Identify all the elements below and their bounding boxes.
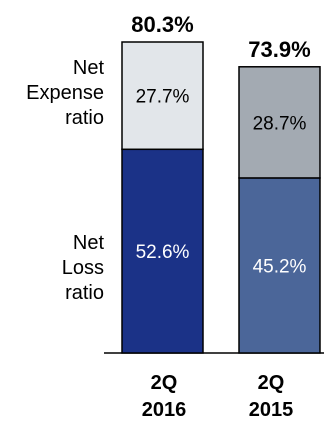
category-label-line: 2Q <box>257 372 285 394</box>
category-label-line: 2016 <box>141 399 187 421</box>
data-label-net-expense-ratio-2q-2016: 27.7% <box>136 87 190 108</box>
bar-segment-net-loss-ratio-2q-2015 <box>238 177 321 354</box>
category-label-line: 2015 <box>248 399 294 421</box>
category-label-2q-2016: 2Q 2016 <box>119 370 209 424</box>
series-label-line: Expense <box>26 82 104 104</box>
category-label-2q-2015: 2Q 2015 <box>226 370 316 424</box>
data-label-net-loss-ratio-2q-2015: 45.2% <box>253 256 307 277</box>
category-label-line: 2Q <box>150 372 178 394</box>
data-label-net-loss-ratio-2q-2016: 52.6% <box>136 242 190 263</box>
bar-segment-net-expense-ratio-2q-2016 <box>121 41 204 151</box>
series-label-line: ratio <box>65 282 104 304</box>
total-label-2q-2016: 80.3% <box>131 12 193 37</box>
total-label-2q-2015: 73.9% <box>248 37 310 62</box>
series-label-line: Net <box>72 232 104 254</box>
series-label-line: Loss <box>61 257 104 279</box>
series-label-line: ratio <box>65 107 104 129</box>
series-label-net-loss-ratio: Net Loss ratio <box>22 231 104 306</box>
series-label-net-expense-ratio: Net Expense ratio <box>22 56 104 131</box>
series-label-line: Net <box>72 57 104 79</box>
bar-segment-net-expense-ratio-2q-2015 <box>238 66 321 179</box>
bar-segment-net-loss-ratio-2q-2016 <box>121 148 204 354</box>
data-label-net-expense-ratio-2q-2015: 28.7% <box>253 113 307 134</box>
